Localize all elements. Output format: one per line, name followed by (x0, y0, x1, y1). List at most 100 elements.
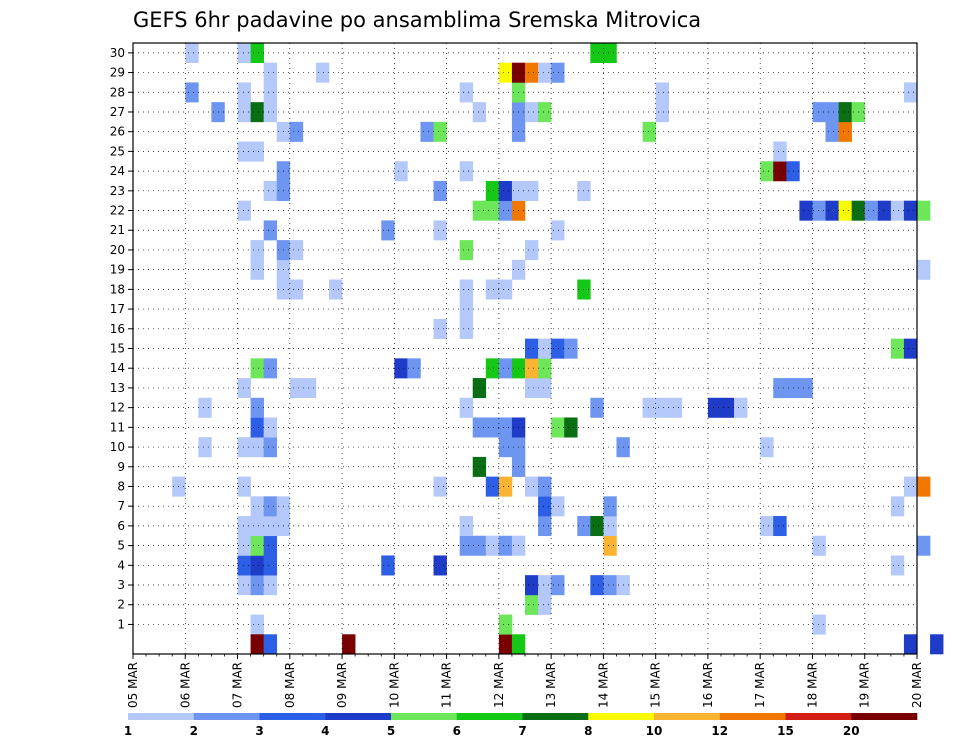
heatmap-cell (812, 102, 826, 123)
colorbar-label: 5 (387, 724, 395, 738)
colorbar-segment (128, 713, 195, 720)
y-tick-label: 9 (117, 460, 125, 474)
colorbar-label: 8 (584, 724, 592, 738)
heatmap-cell (250, 437, 264, 458)
y-tick-label: 5 (117, 539, 125, 553)
x-tick-label: 18 MAR (805, 662, 819, 708)
x-tick-label: 05 MAR (126, 662, 140, 708)
heatmap-cell (655, 102, 670, 123)
y-tick-label: 14 (110, 361, 125, 375)
heatmap-cell (237, 437, 251, 458)
heatmap-cell (655, 397, 670, 418)
heatmap-cell (721, 397, 735, 418)
colorbar-segment (719, 713, 786, 720)
heatmap-cell (263, 102, 278, 123)
heatmap-cell (603, 535, 617, 556)
x-tick-label: 11 MAR (440, 662, 454, 708)
heatmap-cell (263, 555, 278, 576)
heatmap-cell (525, 358, 539, 379)
y-tick-label: 19 (110, 263, 125, 277)
heatmap-cell (525, 476, 539, 497)
x-tick-label: 13 MAR (544, 662, 558, 708)
heatmap-cell (250, 417, 264, 438)
heatmap-cell (538, 476, 552, 497)
heatmap-cell (890, 555, 905, 576)
x-tick-label: 19 MAR (858, 662, 872, 708)
heatmap-cell (485, 417, 500, 438)
x-axis: 05 MAR 06 MAR 07 MAR 08 MAR 09 MAR 10 MAR 11 M… (126, 654, 924, 708)
heatmap-cell (459, 397, 474, 418)
heatmap-cell (250, 634, 264, 655)
y-tick-label: 4 (117, 558, 125, 572)
heatmap-cell (498, 200, 513, 221)
heatmap-cell (250, 43, 264, 64)
heatmap-cell (903, 476, 918, 497)
heatmap-cell (538, 575, 552, 596)
heatmap-cell (420, 121, 434, 142)
heatmap-cell (250, 575, 264, 596)
heatmap-cell (890, 496, 905, 517)
heatmap-cell (538, 358, 552, 379)
colorbar-segment (588, 713, 655, 720)
colorbar-label: 12 (711, 724, 728, 738)
heatmap-cell (472, 200, 487, 221)
y-tick-label: 10 (110, 440, 125, 454)
heatmap-cell (263, 220, 278, 241)
heatmap-cell (498, 417, 513, 438)
heatmap-cell (538, 338, 552, 359)
heatmap-cell (237, 575, 251, 596)
heatmap-cell (917, 476, 931, 497)
heatmap-cell (263, 575, 278, 596)
heatmap-cell (525, 102, 539, 123)
heatmap-cell (538, 594, 552, 615)
heatmap-cell (250, 496, 264, 517)
heatmap-cell (917, 535, 931, 556)
heatmap-cell (237, 476, 251, 497)
colorbar-segment (654, 713, 721, 720)
x-tick-label: 16 MAR (701, 662, 715, 708)
heatmap-cell (263, 180, 278, 201)
heatmap-cell (263, 62, 278, 83)
colorbar-segment (325, 713, 392, 720)
heatmap-cell (603, 516, 617, 537)
heatmap-cell (250, 614, 264, 635)
heatmap-cell (525, 575, 539, 596)
y-tick-label: 1 (117, 617, 125, 631)
heatmap-cell (485, 535, 500, 556)
y-tick-label: 3 (117, 578, 125, 592)
heatmap-cell (485, 358, 500, 379)
heatmap-cell (864, 200, 879, 221)
heatmap-cell (525, 180, 539, 201)
grid-layer (133, 43, 917, 654)
heatmap-cell (825, 121, 839, 142)
heatmap-cell (903, 634, 918, 655)
y-tick-label: 18 (110, 282, 125, 296)
heatmap-cell (381, 220, 395, 241)
heatmap-cell (655, 82, 670, 103)
heatmap-cell (603, 496, 617, 517)
heatmap-cell (890, 200, 905, 221)
colorbar-segment (851, 713, 918, 720)
y-tick-label: 26 (110, 125, 125, 139)
heatmap-cell (930, 634, 944, 655)
x-tick-label: 14 MAR (596, 662, 610, 708)
heatmap-cell (433, 555, 447, 576)
heatmap-cell (263, 634, 278, 655)
y-tick-label: 13 (110, 381, 125, 395)
heatmap-cell (773, 516, 787, 537)
colorbar-label: 3 (255, 724, 263, 738)
heatmap-cell (525, 62, 539, 83)
heatmap-cell (263, 437, 278, 458)
heatmap-cell (315, 62, 330, 83)
heatmap-cell (472, 102, 487, 123)
heatmap-cell (551, 62, 565, 83)
heatmap-cell (917, 259, 931, 280)
heatmap-cell (525, 240, 539, 261)
heatmap-cell (525, 378, 539, 399)
heatmap-cell (498, 614, 513, 635)
heatmap-cell (263, 417, 278, 438)
heatmap-cell (825, 200, 839, 221)
y-tick-label: 29 (110, 66, 125, 80)
heatmap-cell (498, 634, 513, 655)
heatmap-cell (812, 200, 826, 221)
